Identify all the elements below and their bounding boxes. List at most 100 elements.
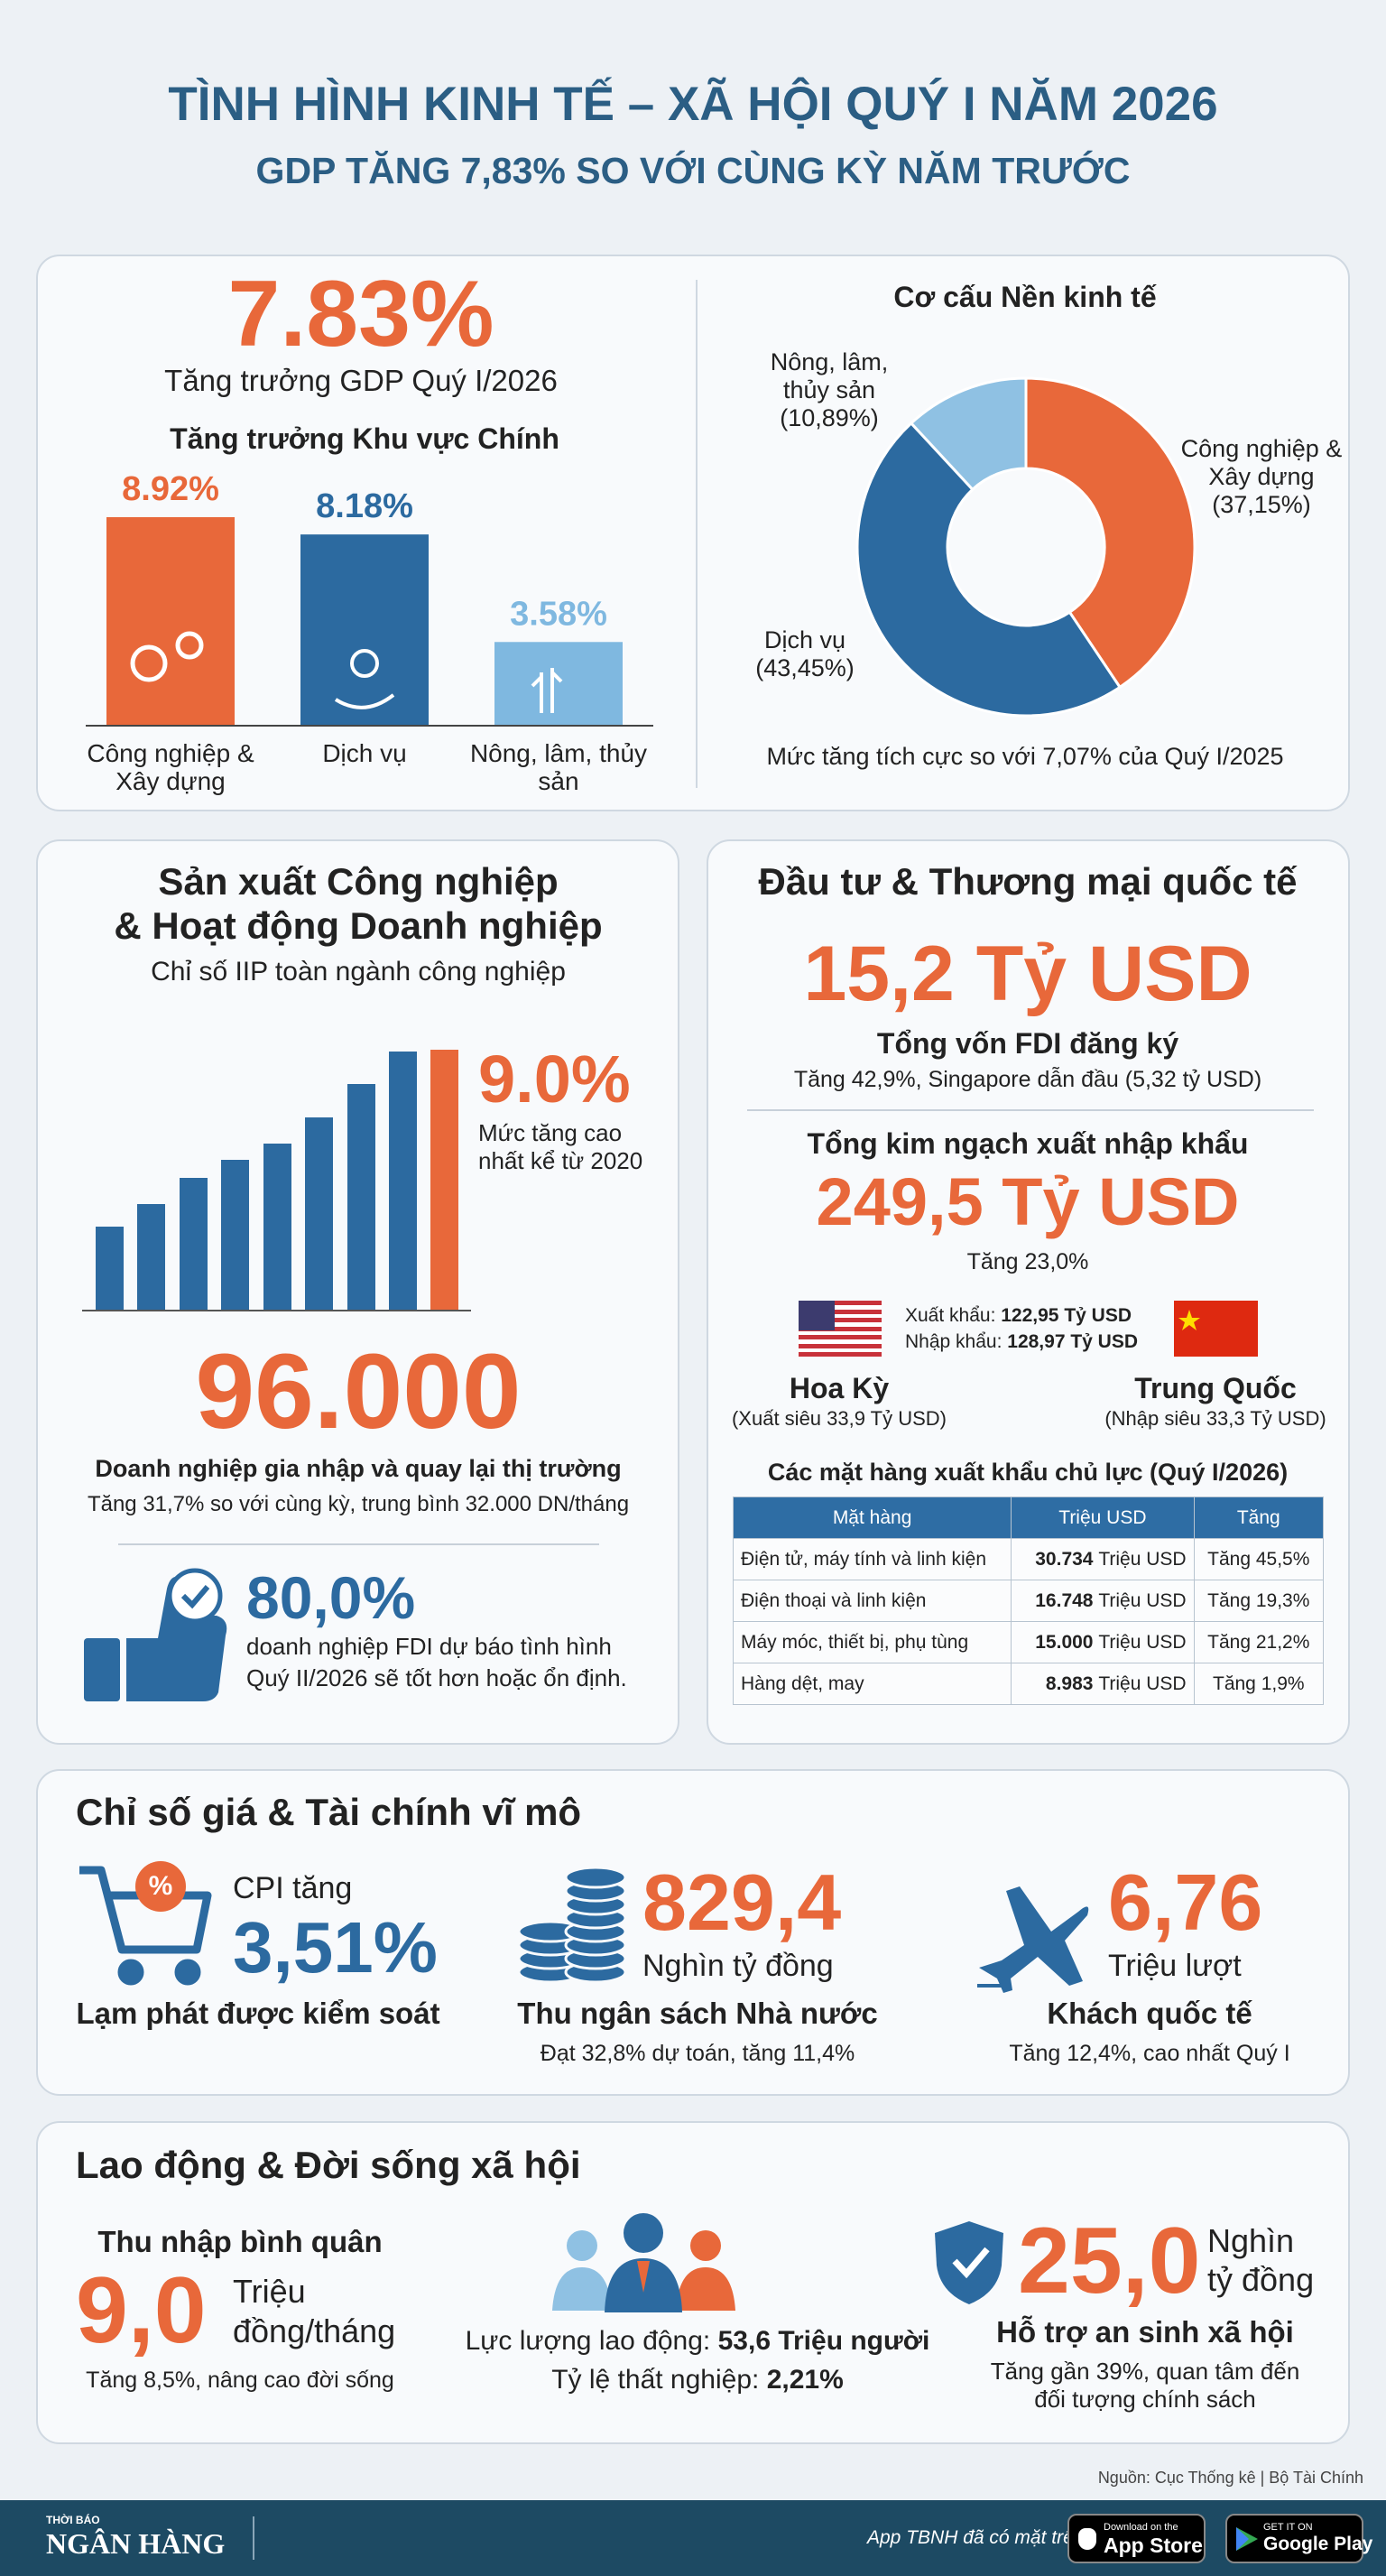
plane-icon bbox=[977, 1886, 1089, 1993]
label: Khách quốc tế bbox=[1047, 1997, 1252, 2030]
china-flag bbox=[1174, 1301, 1258, 1357]
category-label: Dịch vụ bbox=[322, 739, 407, 767]
table-cell: Tăng 19,3% bbox=[1193, 1580, 1325, 1622]
note: Mức tăng cao bbox=[478, 1119, 623, 1146]
slice-value: (43,45%) bbox=[755, 654, 855, 682]
gdp-headline: 7.83% bbox=[227, 262, 494, 366]
slice-category: Nông, lâm, thủy sản bbox=[770, 348, 889, 404]
pie-slice bbox=[855, 421, 1123, 718]
slice-value: (37,15%) bbox=[1212, 491, 1311, 519]
note: Tăng 42,9%, Singapore dẫn đầu (5,32 tỷ U… bbox=[793, 1067, 1262, 1092]
cart-icon: % bbox=[79, 1861, 212, 1986]
big-number: 25,0 bbox=[1018, 2209, 1201, 2313]
coins-icon bbox=[517, 1866, 627, 1984]
cell-value: 15.000 bbox=[1035, 1631, 1094, 1653]
partner-name: Trung Quốc bbox=[1134, 1372, 1297, 1404]
big-number: 249,5 Tỷ USD bbox=[816, 1164, 1240, 1239]
caption: Chỉ số IIP toàn ngành công nghiệp bbox=[151, 957, 566, 987]
badge-big: App Store bbox=[1104, 2534, 1203, 2557]
table-cell: Máy móc, thiết bị, phụ tùng bbox=[732, 1621, 1012, 1663]
table-cell: Điện thoại và linh kiện bbox=[732, 1580, 1012, 1622]
cell-value: 16.748 bbox=[1035, 1589, 1094, 1611]
thumbs-up-icon bbox=[84, 1568, 227, 1701]
label: Thu ngân sách Nhà nước bbox=[517, 1997, 878, 2030]
section-title: Lao động & Đời sống xã hội bbox=[76, 2144, 581, 2186]
iip-illustration bbox=[82, 1050, 471, 1311]
stat-line: Lực lượng lao động: 53,6 Triệu người bbox=[466, 2326, 930, 2358]
note: Tăng 23,0% bbox=[966, 1249, 1089, 1274]
table-row: Điện thoại và linh kiện 16.748 Triệu USD T… bbox=[732, 1580, 1325, 1622]
cell-unit: Triệu USD bbox=[1098, 1673, 1187, 1694]
table-cell: 8.983 Triệu USD bbox=[1011, 1663, 1195, 1705]
table-cell: Hàng dệt, may bbox=[732, 1663, 1012, 1705]
label: Lạm phát được kiểm soát bbox=[76, 1997, 440, 2030]
value-label: 8.18% bbox=[316, 487, 413, 525]
bar bbox=[300, 534, 429, 726]
note: nhất kể từ 2020 bbox=[478, 1147, 643, 1174]
big-number: 15,2 Tỷ USD bbox=[803, 931, 1252, 1017]
table-cell: 15.000 Triệu USD bbox=[1011, 1621, 1195, 1663]
partner-note: (Nhập siêu 33,3 Tỷ USD) bbox=[1104, 1407, 1326, 1430]
label: Tổng kim ngạch xuất nhập khẩu bbox=[807, 1127, 1249, 1160]
value: 53,6 Triệu người bbox=[717, 2326, 930, 2356]
table-header: Mặt hàng Triệu USD Tăng bbox=[732, 1496, 1325, 1539]
table-cell: 30.734 Triệu USD bbox=[1011, 1538, 1195, 1580]
big-number: 3,51% bbox=[233, 1907, 438, 1988]
section-title: Sản xuất Công nghiệp bbox=[158, 860, 559, 903]
note: Tăng 31,7% so với cùng kỳ, trung bình 32… bbox=[87, 1492, 630, 1516]
title: TÌNH HÌNH KINH TẾ – XÃ HỘI QUÝ I NĂM 202… bbox=[168, 78, 1218, 131]
big-number: 829,4 bbox=[642, 1858, 842, 1947]
table-cell: Tăng 45,5% bbox=[1193, 1538, 1325, 1580]
category-label: Nông, lâm, thủy sản bbox=[469, 739, 648, 796]
label: Doanh nghiệp gia nhập và quay lại thị tr… bbox=[95, 1455, 622, 1482]
slice-value: (10,89%) bbox=[780, 404, 879, 432]
gear-icon bbox=[175, 631, 204, 660]
cell-value: 30.734 bbox=[1035, 1548, 1094, 1570]
note: doanh nghiệp FDI dự báo tình hình bbox=[246, 1633, 612, 1660]
big-number: 6,76 bbox=[1108, 1858, 1263, 1947]
stat-line: Tỷ lệ thất nghiệp: 2,21% bbox=[551, 2365, 844, 2396]
table-cell: Tăng 1,9% bbox=[1193, 1663, 1325, 1705]
note: Đạt 32,8% dự toán, tăng 11,4% bbox=[540, 2041, 855, 2066]
app-store-badge[interactable]: Download on the App Store bbox=[1067, 2514, 1206, 2563]
value-label: 8.92% bbox=[122, 470, 219, 508]
app-text: App TBNH đã có mặt trên bbox=[867, 2527, 1085, 2548]
bar bbox=[494, 642, 623, 726]
unit: Nghìn tỷ đồng bbox=[642, 1949, 834, 1983]
table-cell: Tăng 21,2% bbox=[1193, 1621, 1325, 1663]
label: Hỗ trợ an sinh xã hội bbox=[996, 2315, 1294, 2349]
logo-top: THỜI BÁO bbox=[46, 2514, 100, 2526]
table-title: Các mặt hàng xuất khẩu chủ lực (Quý I/20… bbox=[767, 1459, 1289, 1486]
section-title: & Hoạt động Doanh nghiệp bbox=[114, 904, 603, 947]
label: Xuất khẩu: bbox=[905, 1305, 996, 1326]
svg-text:%: % bbox=[149, 1871, 173, 1901]
value: 122,95 Tỷ USD bbox=[1001, 1305, 1132, 1326]
subtitle: GDP TĂNG 7,83% SO VỚI CÙNG KỲ NĂM TRƯỚC bbox=[255, 150, 1131, 191]
partner-note: (Xuất siêu 33,9 Tỷ USD) bbox=[731, 1407, 947, 1430]
table-header-cell: Triệu USD bbox=[1011, 1496, 1195, 1539]
panel-prices bbox=[36, 1769, 1350, 2096]
hand-icon bbox=[334, 693, 395, 709]
section-title: Chỉ số giá & Tài chính vĩ mô bbox=[76, 1791, 582, 1833]
value: 2,21% bbox=[766, 2365, 844, 2395]
wheat-icon bbox=[531, 668, 563, 713]
cell-unit: Triệu USD bbox=[1098, 1548, 1187, 1570]
table-header-cell: Mặt hàng bbox=[732, 1496, 1012, 1539]
people-icon bbox=[552, 2213, 735, 2312]
source: Nguồn: Cục Thống kê | Bộ Tài Chính bbox=[1097, 2469, 1363, 2487]
gear-icon bbox=[130, 644, 168, 682]
google-play-badge[interactable]: GET IT ON Google Play bbox=[1225, 2514, 1372, 2563]
label: CPI tăng bbox=[233, 1871, 353, 1905]
note: Tăng 8,5%, nâng cao đời sống bbox=[86, 2368, 394, 2393]
badge-small: Download on the bbox=[1104, 2522, 1178, 2533]
export-table: Mặt hàng Triệu USD Tăng Điện tử, máy tính v… bbox=[732, 1496, 1325, 1705]
label: Tỷ lệ thất nghiệp: bbox=[551, 2365, 760, 2395]
cell-value: 8.983 bbox=[1045, 1673, 1094, 1694]
logo-divider bbox=[253, 2516, 254, 2560]
partner-name: Hoa Kỳ bbox=[789, 1372, 890, 1404]
logo: NGÂN HÀNG bbox=[46, 2527, 226, 2560]
slice-label: Dịch vụ (43,45%) bbox=[724, 626, 886, 682]
trade-line: Xuất khẩu: 122,95 Tỷ USD bbox=[905, 1305, 1132, 1327]
category-label: Công nghiệp & Xây dựng bbox=[87, 739, 254, 796]
